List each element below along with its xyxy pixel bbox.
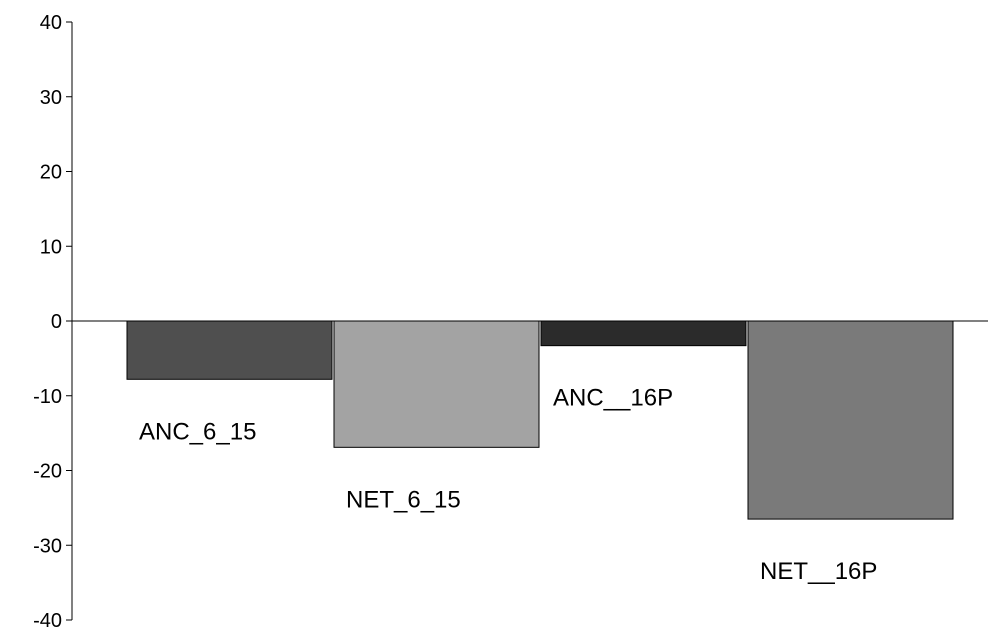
bar-label: ANC__16P — [553, 385, 673, 412]
bar-labels: ANC_6_15 NET_6_15 ANC__16P NET__16P — [139, 385, 877, 585]
y-tick-label: -10 — [33, 386, 62, 408]
bar-net-16p — [747, 320, 954, 520]
bar-label: NET__16P — [760, 558, 877, 585]
y-tick-label: 10 — [40, 236, 62, 258]
bar-anc-16p — [540, 320, 747, 347]
y-tick-label: -40 — [33, 610, 62, 630]
bars — [126, 320, 954, 520]
y-axis: 40 30 20 10 0 -10 -20 -30 -40 — [33, 12, 73, 630]
bar-label: NET_6_15 — [346, 486, 461, 513]
bar-anc-6-15 — [126, 320, 333, 380]
bar-label: ANC_6_15 — [139, 418, 256, 445]
y-tick-label: 0 — [51, 311, 62, 333]
bar-net-6-15 — [333, 320, 540, 448]
y-tick-label: 30 — [40, 87, 62, 109]
y-tick-label: -30 — [33, 535, 62, 557]
y-tick-label: 40 — [40, 12, 62, 34]
y-tick-label: -20 — [33, 461, 62, 483]
y-tick-label: 20 — [40, 162, 62, 184]
